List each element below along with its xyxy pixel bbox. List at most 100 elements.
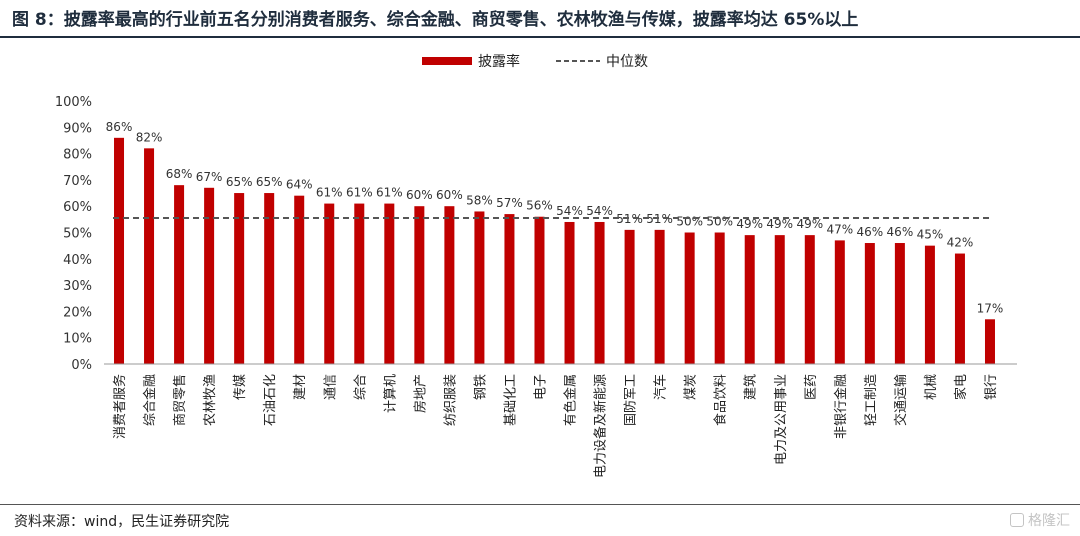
y-tick-label: 0% [71, 358, 92, 373]
x-tick-label: 家电 [953, 374, 969, 400]
y-tick-label: 70% [63, 174, 92, 189]
source-note: 资料来源：wind，民生证券研究院 [14, 514, 230, 530]
x-tick-label: 机械 [924, 374, 939, 400]
bar [924, 245, 935, 364]
value-label: 60% [406, 188, 433, 202]
bar-chart: 披露率 中位数 0% 10% 20% 30% 40% 50% 60% 70% 80% 90% 100… [55, 53, 1017, 478]
value-label: 47% [826, 222, 853, 236]
bar [354, 203, 365, 364]
bar [654, 229, 665, 364]
bars-group [114, 137, 995, 364]
x-tick-label: 银行 [984, 374, 999, 400]
y-tick-label: 90% [63, 121, 92, 136]
bar [324, 203, 335, 364]
watermark-logo-icon [1010, 513, 1024, 527]
x-tick-label: 国防军工 [623, 374, 639, 426]
x-tick-label: 计算机 [383, 374, 398, 413]
y-tick-label: 40% [63, 253, 92, 268]
x-tick-label: 农林牧渔 [203, 374, 218, 426]
bar [774, 235, 785, 364]
bar [984, 319, 995, 364]
x-axis: 消费者服务 综合金融 商贸零售 农林牧渔 传媒 石油石化 建材 通信 综合 计算机 房地产 纺织服装钢… [104, 363, 1017, 478]
bar [894, 243, 905, 364]
x-tick-label: 房地产 [412, 374, 428, 413]
bar [234, 193, 245, 364]
value-label: 86% [106, 120, 133, 134]
x-tick-label: 煤炭 [684, 374, 699, 400]
bar [384, 203, 395, 364]
value-label: 65% [256, 175, 283, 189]
y-tick-label: 30% [63, 279, 92, 294]
value-label: 51% [616, 212, 643, 226]
value-label: 61% [376, 186, 403, 200]
bar [564, 221, 575, 364]
y-tick-label: 50% [63, 227, 92, 242]
bar [744, 235, 755, 364]
x-tick-label: 轻工制造 [864, 374, 879, 426]
x-tick-label: 综合 [353, 374, 368, 400]
value-label: 51% [646, 212, 673, 226]
value-label: 82% [136, 130, 163, 144]
x-tick-label: 建材 [293, 374, 308, 400]
value-label: 54% [586, 204, 613, 218]
value-label: 50% [706, 215, 733, 229]
x-tick-label: 电力及公用事业 [774, 374, 789, 465]
legend-median-label: 中位数 [606, 54, 648, 70]
bar [864, 243, 875, 364]
y-axis: 0% 10% 20% 30% 40% 50% 60% 70% 80% 90% 100% [55, 95, 92, 373]
x-tick-label: 综合金融 [142, 374, 158, 426]
bar [684, 232, 695, 364]
x-tick-label: 商贸零售 [172, 374, 188, 426]
footer-divider [0, 504, 1080, 505]
bar [594, 221, 605, 364]
bar [534, 216, 545, 364]
value-label: 56% [526, 199, 553, 213]
value-label: 60% [436, 188, 463, 202]
bar [954, 253, 965, 364]
x-tick-label: 传媒 [233, 374, 248, 400]
value-label: 61% [346, 186, 373, 200]
x-tick-label: 非银行金融 [833, 374, 849, 439]
bar [624, 229, 635, 364]
y-tick-label: 80% [63, 148, 92, 163]
y-tick-label: 60% [63, 200, 92, 215]
x-tick-label: 食品饮料 [713, 374, 729, 426]
bar [804, 235, 815, 364]
bar [414, 206, 425, 364]
value-label: 61% [316, 186, 343, 200]
page-title: 图 8：披露率最高的行业前五名分别消费者服务、综合金融、商贸零售、农林牧渔与传媒… [12, 10, 859, 30]
legend-bar-label: 披露率 [478, 53, 520, 70]
value-label: 54% [556, 204, 583, 218]
value-label: 49% [766, 217, 793, 231]
x-tick-label: 汽车 [653, 374, 669, 400]
x-tick-label: 纺织服装 [443, 374, 458, 426]
value-label: 49% [736, 217, 763, 231]
bar [264, 193, 275, 364]
value-label: 64% [286, 178, 313, 192]
watermark-text: 格隆汇 [1028, 513, 1070, 529]
value-label: 67% [196, 170, 223, 184]
value-label: 42% [947, 236, 974, 250]
bar [294, 195, 305, 364]
x-tick-label: 通信 [323, 374, 338, 400]
bar [204, 187, 215, 364]
bar [504, 214, 515, 364]
value-label: 49% [796, 217, 823, 231]
x-tick-label: 石油石化 [263, 374, 278, 426]
chart-legend: 披露率 中位数 [422, 53, 648, 70]
bar [174, 185, 185, 364]
bar [144, 148, 155, 364]
value-label: 68% [166, 167, 193, 181]
value-label: 45% [917, 228, 944, 242]
value-label: 46% [887, 225, 914, 239]
value-labels-group: 86%82%68% 67% 65% 65% 64%61% 61% 61% 60% 60% 58% 5… [106, 120, 1004, 315]
title-divider [0, 36, 1080, 38]
y-tick-label: 10% [63, 332, 92, 347]
value-label: 57% [496, 196, 523, 210]
value-label: 58% [466, 193, 493, 207]
x-tick-label: 建筑 [743, 374, 759, 400]
x-tick-label: 交通运输 [893, 374, 909, 426]
bar [474, 211, 485, 364]
value-label: 65% [226, 175, 253, 189]
value-label: 50% [676, 215, 703, 229]
